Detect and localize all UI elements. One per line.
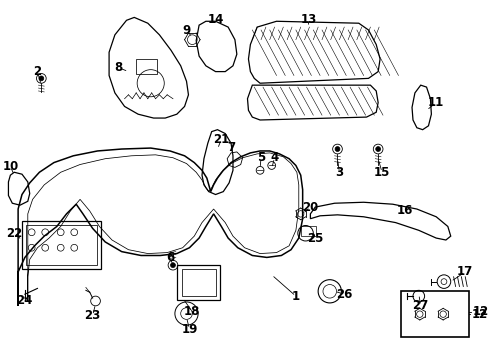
- Text: 23: 23: [84, 309, 101, 322]
- Bar: [26, 225, 97, 265]
- Text: 6: 6: [165, 251, 174, 264]
- Bar: [400, 292, 468, 337]
- Text: 17: 17: [456, 265, 472, 278]
- Circle shape: [170, 263, 175, 267]
- Bar: [22, 221, 101, 269]
- Text: 13: 13: [300, 13, 316, 26]
- Text: 12: 12: [472, 305, 488, 318]
- Text: 1: 1: [291, 290, 299, 303]
- Text: 26: 26: [335, 288, 352, 301]
- Bar: [300, 226, 316, 236]
- Circle shape: [334, 147, 339, 152]
- Bar: [136, 59, 157, 73]
- Text: 25: 25: [306, 231, 323, 244]
- Text: 24: 24: [16, 294, 32, 307]
- Text: 4: 4: [270, 151, 278, 164]
- Bar: [177, 265, 220, 300]
- Bar: [182, 269, 215, 296]
- Text: 18: 18: [184, 305, 200, 318]
- Text: 8: 8: [114, 61, 122, 74]
- Circle shape: [39, 76, 43, 81]
- Text: 9: 9: [182, 24, 190, 37]
- Text: 11: 11: [427, 96, 444, 109]
- Text: 7: 7: [226, 141, 235, 154]
- Text: 2: 2: [33, 65, 41, 78]
- Text: 27: 27: [412, 299, 428, 312]
- Text: 3: 3: [335, 166, 343, 179]
- Text: 19: 19: [181, 323, 197, 336]
- Text: 15: 15: [373, 166, 389, 179]
- Text: 16: 16: [396, 204, 412, 217]
- Text: 22: 22: [6, 227, 22, 240]
- Text: 21: 21: [213, 133, 229, 146]
- Circle shape: [375, 147, 380, 152]
- Text: 12: 12: [471, 308, 488, 321]
- Text: 10: 10: [2, 160, 19, 173]
- Text: 5: 5: [256, 151, 264, 164]
- Text: 14: 14: [207, 13, 224, 26]
- Text: 20: 20: [302, 201, 318, 213]
